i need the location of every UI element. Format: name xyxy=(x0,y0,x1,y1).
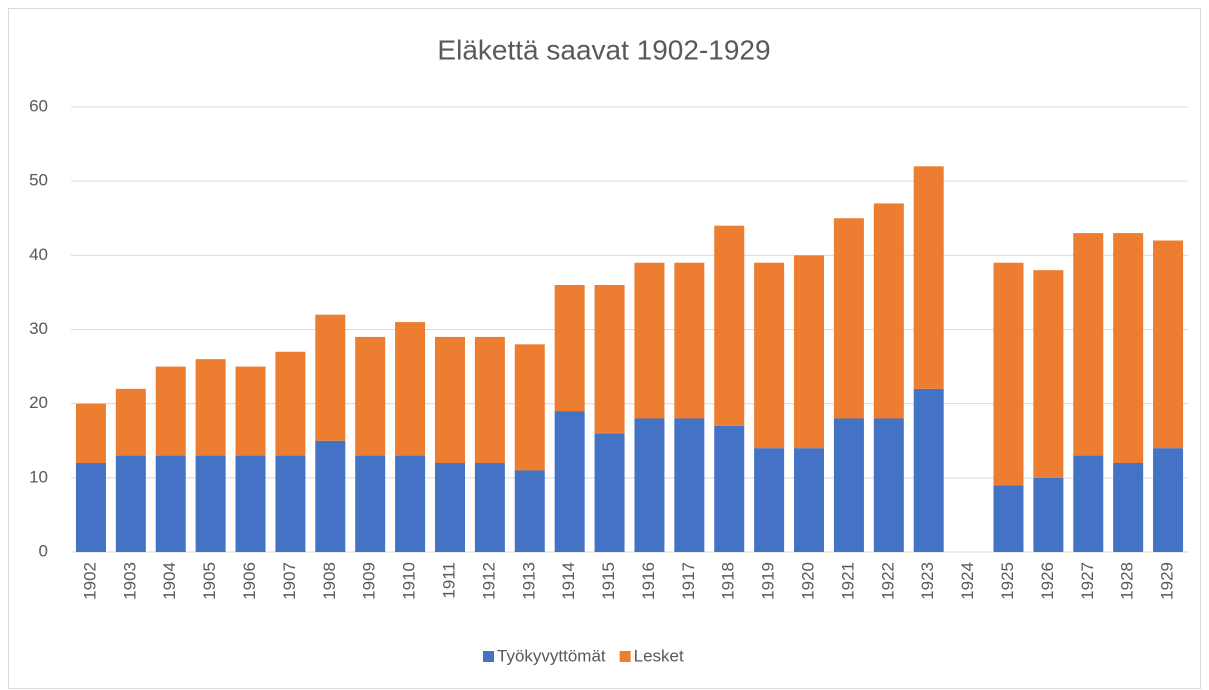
bar xyxy=(235,366,266,456)
x-tick-label: 1921 xyxy=(838,562,857,600)
bar xyxy=(873,418,904,552)
bar xyxy=(554,285,585,412)
bar xyxy=(474,336,505,463)
x-tick-label: 1919 xyxy=(759,562,778,600)
x-tick-label: 1903 xyxy=(120,562,139,600)
bar xyxy=(474,463,505,552)
x-tick-label: 1916 xyxy=(639,562,658,600)
y-tick-label: 20 xyxy=(29,393,48,412)
bar xyxy=(275,455,306,552)
bar xyxy=(634,262,665,419)
bar xyxy=(1073,455,1104,552)
x-tick-label: 1928 xyxy=(1118,562,1137,600)
x-tick-label: 1906 xyxy=(240,562,259,600)
x-tick-label: 1907 xyxy=(280,562,299,600)
x-tick-label: 1902 xyxy=(80,562,99,600)
bar xyxy=(434,336,465,463)
x-tick-label: 1924 xyxy=(958,562,977,600)
bar xyxy=(115,388,146,456)
x-tick-label: 1909 xyxy=(360,562,379,600)
bar xyxy=(1073,233,1104,456)
x-tick-label: 1905 xyxy=(200,562,219,600)
bar xyxy=(155,366,186,456)
y-tick-label: 10 xyxy=(29,467,48,486)
legend-swatch xyxy=(483,651,494,662)
bar xyxy=(395,322,426,456)
bar xyxy=(794,448,825,552)
x-tick-label: 1910 xyxy=(400,562,419,600)
x-tick-label: 1913 xyxy=(519,562,538,600)
x-tick-label: 1917 xyxy=(679,562,698,600)
legend-label: Lesket xyxy=(634,646,684,665)
x-tick-label: 1923 xyxy=(918,562,937,600)
bar xyxy=(674,262,705,419)
bar xyxy=(993,262,1024,486)
bar xyxy=(195,455,226,552)
bar xyxy=(714,425,745,552)
bar xyxy=(594,433,625,552)
bar xyxy=(754,262,785,449)
x-tick-label: 1926 xyxy=(1038,562,1057,600)
x-tick-label: 1914 xyxy=(559,562,578,600)
bar xyxy=(1113,463,1144,552)
bar xyxy=(514,344,545,471)
bar xyxy=(75,403,106,463)
bar xyxy=(594,285,625,434)
x-tick-label: 1918 xyxy=(719,562,738,600)
x-tick-label: 1904 xyxy=(160,562,179,600)
bar xyxy=(315,440,346,552)
x-tick-label: 1929 xyxy=(1158,562,1177,600)
chart-title: Eläkettä saavat 1902-1929 xyxy=(437,34,770,65)
bar xyxy=(434,463,465,552)
x-tick-label: 1927 xyxy=(1078,562,1097,600)
bar xyxy=(514,470,545,552)
bar xyxy=(1153,448,1184,552)
bar xyxy=(315,314,346,441)
bar xyxy=(115,455,146,552)
y-tick-label: 60 xyxy=(29,96,48,115)
bar xyxy=(275,351,306,456)
legend-label: Työkyvyttömät xyxy=(497,646,606,665)
bar xyxy=(75,463,106,552)
y-tick-label: 50 xyxy=(29,171,48,190)
x-tick-label: 1920 xyxy=(799,562,818,600)
bar xyxy=(155,455,186,552)
bar xyxy=(794,255,825,449)
x-tick-label: 1915 xyxy=(599,562,618,600)
y-tick-label: 40 xyxy=(29,245,48,264)
bar xyxy=(1113,233,1144,463)
bar xyxy=(1033,477,1064,552)
bar xyxy=(873,203,904,419)
bar xyxy=(1153,240,1184,449)
bar xyxy=(714,225,745,426)
bar xyxy=(634,418,665,552)
x-tick-label: 1912 xyxy=(479,562,498,600)
y-tick-label: 0 xyxy=(39,541,48,560)
bar xyxy=(993,485,1024,552)
bar xyxy=(355,336,386,456)
bar xyxy=(235,455,266,552)
bar xyxy=(754,448,785,552)
bar xyxy=(355,455,386,552)
bar xyxy=(674,418,705,552)
bar xyxy=(913,388,944,552)
bar xyxy=(833,218,864,419)
x-tick-label: 1925 xyxy=(998,562,1017,600)
legend-swatch xyxy=(619,651,631,662)
bar xyxy=(1033,270,1064,478)
x-tick-label: 1922 xyxy=(878,562,897,600)
bar xyxy=(195,359,226,456)
bar xyxy=(833,418,864,552)
x-tick-label: 1911 xyxy=(439,562,458,599)
y-tick-label: 30 xyxy=(29,319,48,338)
x-tick-label: 1908 xyxy=(320,562,339,600)
bar xyxy=(913,166,944,389)
bar xyxy=(554,411,585,552)
bar xyxy=(395,455,426,552)
